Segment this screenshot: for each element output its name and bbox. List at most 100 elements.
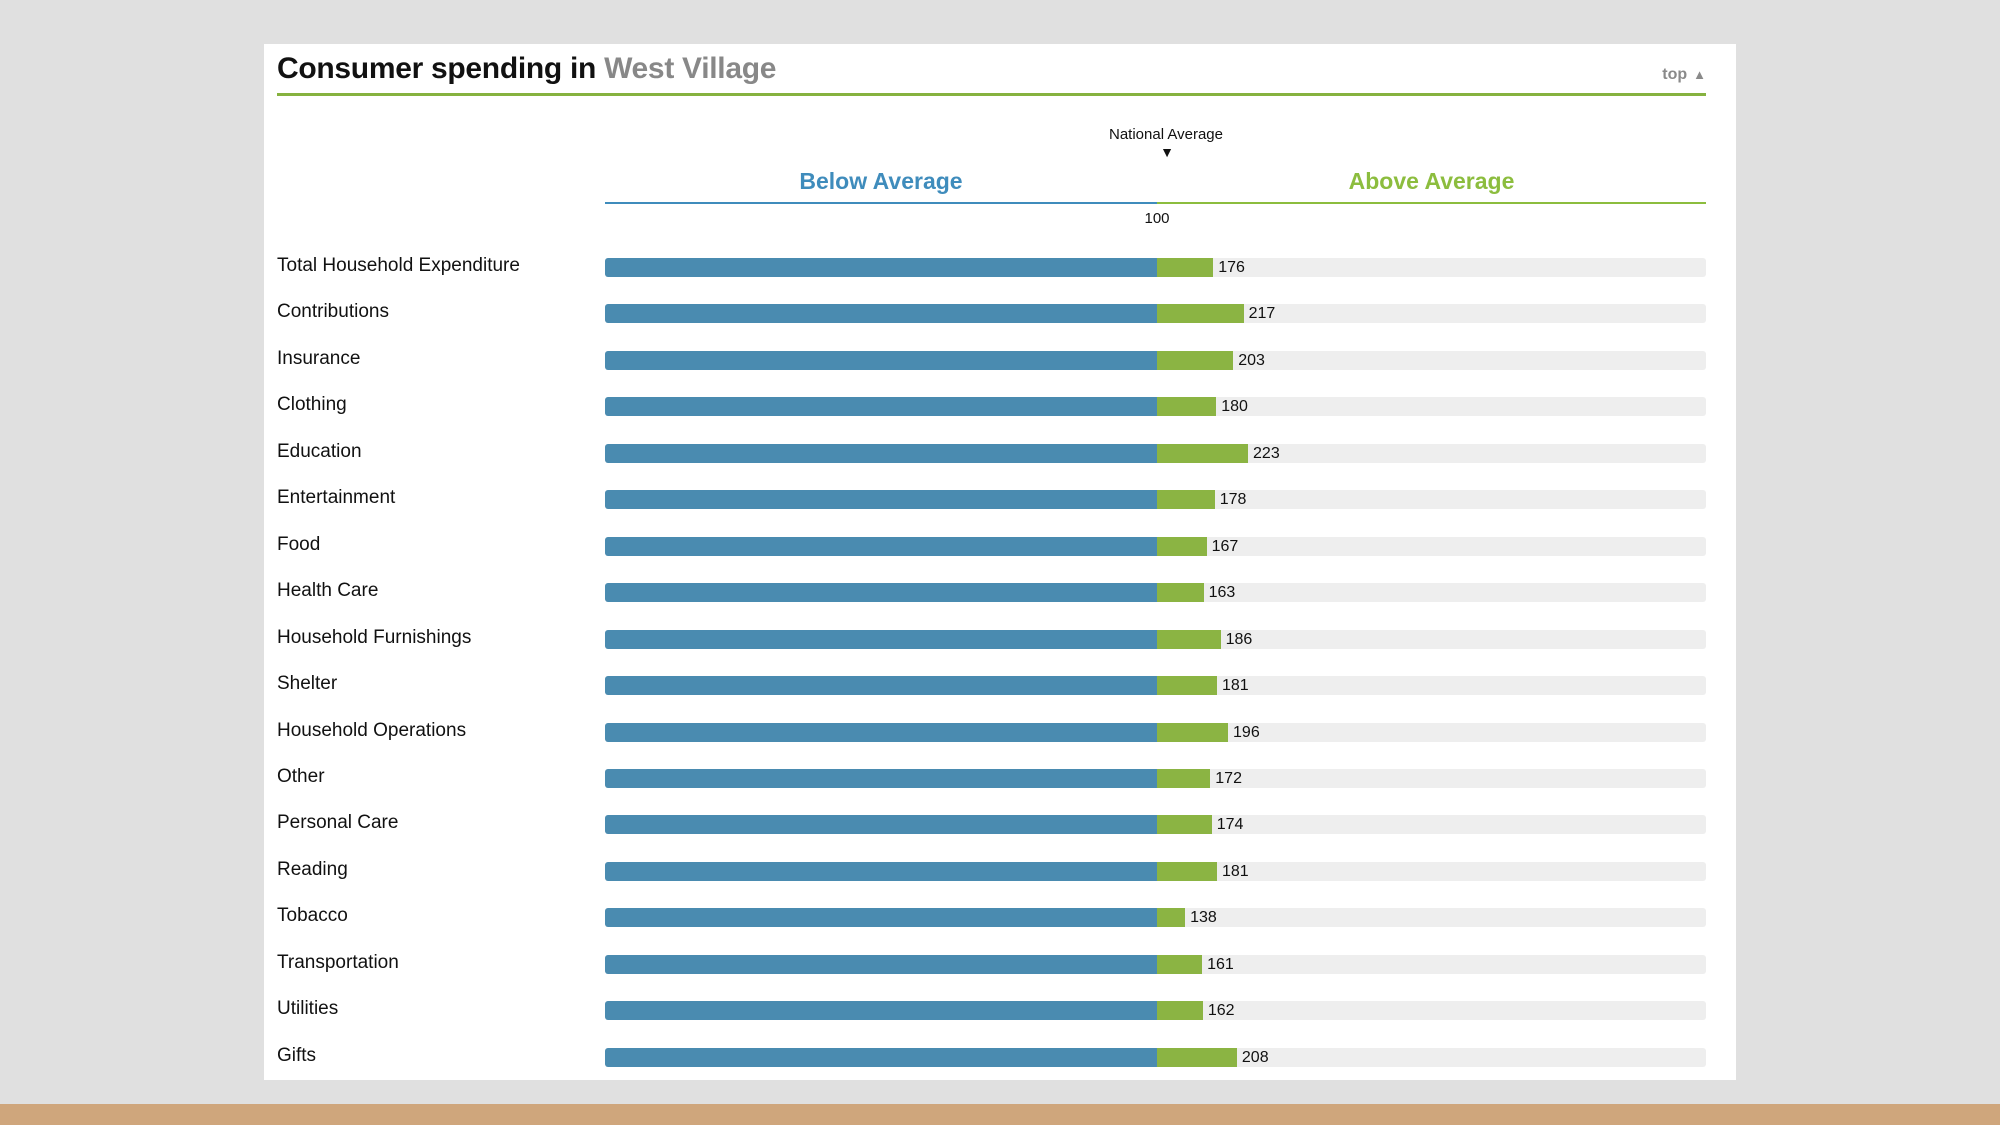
value-label: 208 bbox=[1241, 1048, 1269, 1066]
above-average-bar bbox=[1157, 861, 1217, 881]
value-label: 161 bbox=[1207, 955, 1234, 973]
category-label: Clothing bbox=[277, 394, 347, 416]
category-label: Reading bbox=[277, 858, 348, 880]
category-label: Gifts bbox=[277, 1044, 317, 1066]
baseline-bar bbox=[605, 629, 1157, 649]
above-average-bar bbox=[1157, 490, 1215, 510]
chart-row: Gifts 208 bbox=[264, 1041, 1736, 1071]
bottom-strip bbox=[0, 1104, 2000, 1125]
category-label: Other bbox=[277, 765, 325, 787]
baseline-bar bbox=[605, 768, 1157, 788]
above-average-bar bbox=[1157, 629, 1221, 649]
chart-row: Education 223 bbox=[264, 437, 1736, 467]
above-average-bar bbox=[1157, 768, 1211, 788]
value-label: 223 bbox=[1253, 444, 1280, 462]
baseline-bar bbox=[605, 1047, 1157, 1067]
above-average-bar bbox=[1157, 350, 1234, 370]
value-label: 178 bbox=[1219, 491, 1247, 509]
baseline-bar bbox=[605, 722, 1157, 742]
above-average-bar bbox=[1157, 815, 1212, 835]
chart-row: Insurance 203 bbox=[264, 344, 1736, 374]
above-average-bar bbox=[1157, 583, 1204, 603]
top-link-label: top bbox=[1662, 66, 1688, 83]
baseline-bar bbox=[605, 304, 1157, 324]
above-average-bar bbox=[1157, 304, 1244, 324]
chart-row: Tobacco 138 bbox=[264, 901, 1736, 931]
below-average-rule bbox=[605, 202, 1157, 204]
chart-row: Health Care 163 bbox=[264, 576, 1736, 606]
value-label: 181 bbox=[1221, 862, 1249, 880]
up-arrow-icon: ▲ bbox=[1693, 67, 1706, 82]
above-average-bar bbox=[1157, 1001, 1203, 1021]
baseline-bar bbox=[605, 954, 1157, 974]
chart-row: Contributions 217 bbox=[264, 297, 1736, 327]
value-label: 167 bbox=[1211, 537, 1239, 555]
above-average-bar bbox=[1157, 258, 1214, 277]
title-place: West Village bbox=[604, 52, 777, 85]
category-label: Household Furnishings bbox=[277, 626, 472, 648]
value-label: 181 bbox=[1221, 677, 1249, 695]
category-label: Insurance bbox=[277, 347, 361, 369]
chart-row: Household Furnishings 186 bbox=[264, 623, 1736, 653]
category-label: Shelter bbox=[277, 673, 338, 695]
title-prefix: Consumer spending in bbox=[277, 52, 597, 85]
baseline-bar bbox=[605, 583, 1157, 603]
top-link[interactable]: top ▲ bbox=[1662, 66, 1706, 84]
above-average-bar bbox=[1157, 722, 1229, 742]
baseline-bar bbox=[605, 908, 1157, 928]
above-average-bar bbox=[1157, 443, 1249, 463]
chart-row: Total Household Expenditure 176 bbox=[264, 251, 1736, 281]
value-label: 174 bbox=[1216, 816, 1244, 834]
chart-row: Personal Care 174 bbox=[264, 808, 1736, 838]
category-label: Entertainment bbox=[277, 487, 396, 509]
baseline-value-label: 100 bbox=[1144, 210, 1170, 227]
baseline-bar bbox=[605, 397, 1157, 417]
spending-bar-chart: Total Household Expenditure 176 Contributi… bbox=[264, 44, 1736, 1080]
baseline-bar bbox=[605, 1001, 1157, 1021]
value-label: 162 bbox=[1207, 1002, 1235, 1020]
above-average-bar bbox=[1157, 1047, 1237, 1067]
value-label: 196 bbox=[1233, 723, 1260, 741]
baseline-bar bbox=[605, 443, 1157, 463]
above-average-bar bbox=[1157, 908, 1186, 928]
category-label: Household Operations bbox=[277, 719, 467, 741]
baseline-bar bbox=[605, 350, 1157, 370]
chart-row: Transportation 161 bbox=[264, 948, 1736, 978]
above-average-bar bbox=[1157, 397, 1217, 417]
value-label: 176 bbox=[1218, 259, 1245, 276]
baseline-bar bbox=[605, 815, 1157, 835]
category-label: Total Household Expenditure bbox=[277, 255, 520, 276]
above-average-bar bbox=[1157, 536, 1207, 556]
value-label: 217 bbox=[1248, 305, 1276, 323]
value-label: 180 bbox=[1221, 398, 1248, 416]
chart-row: Reading 181 bbox=[264, 855, 1736, 885]
above-average-rule bbox=[1157, 202, 1706, 204]
baseline-bar bbox=[605, 258, 1157, 277]
above-average-bar bbox=[1157, 954, 1203, 974]
baseline-bar bbox=[605, 676, 1157, 696]
category-label: Health Care bbox=[277, 580, 379, 602]
category-label: Contributions bbox=[277, 301, 389, 323]
category-label: Education bbox=[277, 440, 362, 462]
value-label: 172 bbox=[1215, 769, 1242, 787]
chart-row: Food 167 bbox=[264, 530, 1736, 560]
baseline-bar bbox=[605, 536, 1157, 556]
above-average-bar bbox=[1157, 676, 1217, 696]
national-average-label: National Average bbox=[1109, 126, 1223, 143]
title-divider bbox=[277, 93, 1706, 96]
baseline-bar bbox=[605, 490, 1157, 510]
category-label: Tobacco bbox=[277, 905, 348, 927]
value-label: 203 bbox=[1238, 351, 1265, 369]
category-label: Transportation bbox=[277, 951, 399, 973]
national-average-marker-icon: ▼ bbox=[1160, 144, 1174, 160]
category-label: Personal Care bbox=[277, 812, 399, 834]
baseline-bar bbox=[605, 861, 1157, 881]
chart-row: Shelter 181 bbox=[264, 669, 1736, 699]
consumer-spending-panel: Consumer spending in West Village top ▲ N… bbox=[264, 44, 1736, 1080]
chart-row: Clothing 180 bbox=[264, 390, 1736, 420]
chart-row: Utilities 162 bbox=[264, 994, 1736, 1024]
chart-row: Entertainment 178 bbox=[264, 483, 1736, 513]
below-average-label: Below Average bbox=[799, 168, 963, 194]
value-label: 163 bbox=[1208, 584, 1236, 602]
chart-title: Consumer spending in West Village bbox=[277, 47, 776, 91]
